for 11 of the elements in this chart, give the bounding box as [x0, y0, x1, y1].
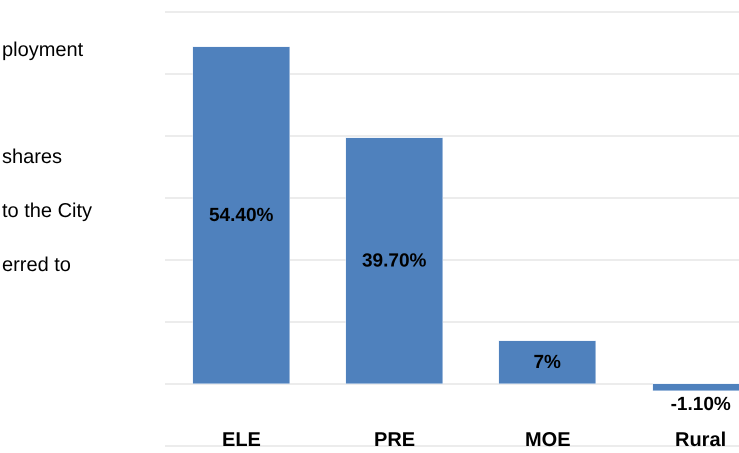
data-label: -1.10% [670, 394, 731, 415]
data-label: 54.40% [208, 204, 274, 226]
data-label: 7% [533, 352, 562, 373]
bar [192, 46, 290, 384]
x-tick-label: ELE [222, 429, 261, 451]
bar [346, 138, 443, 384]
x-tick-label: MOE [525, 429, 571, 451]
text: ployment shares to the City erred to [2, 39, 92, 276]
data-label: 39.70% [362, 250, 427, 272]
x-tick-label: PRE [374, 429, 416, 451]
x-tick-label: Rural [675, 429, 726, 451]
